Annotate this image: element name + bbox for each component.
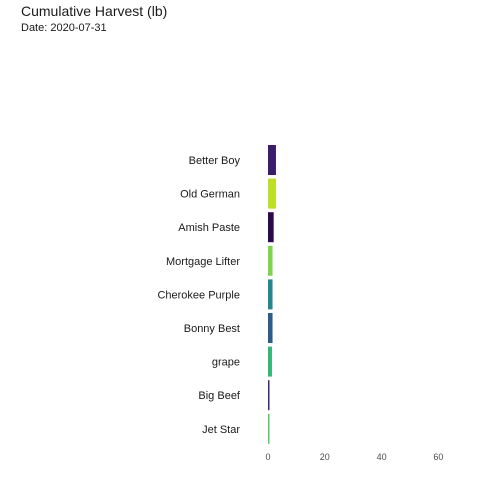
category-label-old-german: Old German [180, 189, 240, 201]
category-label-big-beef: Big Beef [198, 390, 241, 402]
bar-jet-star [268, 413, 270, 444]
bar-grape [268, 346, 272, 377]
bar-better-boy [268, 145, 276, 175]
x-tick-label-40: 40 [377, 452, 387, 462]
chart-title: Cumulative Harvest (lb) [21, 3, 168, 19]
category-label-better-boy: Better Boy [189, 155, 241, 167]
bar-mortgage-lifter [268, 245, 273, 276]
x-tick-label-20: 20 [320, 452, 330, 462]
category-label-bonny-best: Bonny Best [184, 323, 240, 335]
category-label-amish-paste: Amish Paste [178, 222, 240, 234]
x-tick-label-0: 0 [265, 452, 270, 462]
category-label-cherokee-purple: Cherokee Purple [157, 289, 240, 301]
bar-old-german [268, 178, 276, 209]
bar-bonny-best [268, 313, 273, 343]
x-tick-label-60: 60 [433, 452, 443, 462]
bar-cherokee-purple [268, 279, 273, 310]
category-label-mortgage-lifter: Mortgage Lifter [166, 256, 240, 268]
category-label-grape: grape [212, 357, 240, 369]
chart-subtitle: Date: 2020-07-31 [21, 22, 107, 34]
category-label-jet-star: Jet Star [202, 424, 240, 436]
bar-big-beef [268, 380, 270, 411]
bar-amish-paste [268, 212, 274, 243]
